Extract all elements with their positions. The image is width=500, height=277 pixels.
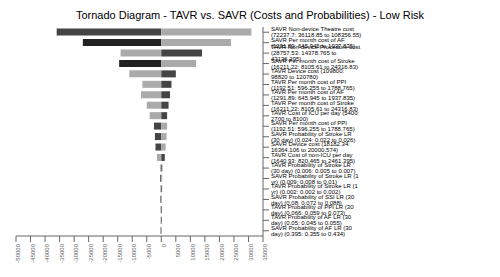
html-text:2700 to 8100): 2700 to 8100) bbox=[271, 116, 308, 122]
html-text:SAVR Per month cost of AF: SAVR Per month cost of AF bbox=[271, 36, 345, 43]
svg-text:15000: 15000 bbox=[204, 243, 210, 260]
html-text:Tornado Diagram - TAVR vs. SAV: Tornado Diagram - TAVR vs. SAVR (Costs a… bbox=[75, 9, 425, 21]
html-text:TAVR Per month cost of Stroke: TAVR Per month cost of Stroke bbox=[271, 99, 354, 106]
svg-text:-45000: -45000 bbox=[30, 243, 36, 262]
html-text:TAVR Non-device Procedure cost: TAVR Non-device Procedure cost bbox=[271, 44, 361, 51]
html-text:TAVR Probability of PPI LR (30: TAVR Probability of PPI LR (30 bbox=[271, 204, 354, 210]
svg-text:5000: 5000 bbox=[175, 243, 181, 257]
html-text:SAVR Non-device Theatre cost: SAVR Non-device Theatre cost bbox=[271, 26, 354, 33]
html-text:SAVR Per month cost of PPI: SAVR Per month cost of PPI bbox=[271, 120, 347, 127]
html-text:SAVR Probability of Stroke LR: SAVR Probability of Stroke LR (1 bbox=[271, 172, 359, 179]
html-text:SAVR Probability of Stroke LR: SAVR Probability of Stroke LR bbox=[271, 130, 352, 137]
svg-text:20000: 20000 bbox=[219, 243, 225, 260]
html-text:TAVR Per month cost of AF: TAVR Per month cost of AF bbox=[271, 89, 344, 96]
html-text:day) (0.08: 0.072 to 0.088): day) (0.08: 0.072 to 0.088) bbox=[271, 199, 342, 206]
html-text:yr) (0.002: 0.002 to 0.002): yr) (0.002: 0.002 to 0.002) bbox=[271, 189, 341, 196]
html-text:(1192.51: 596.255 to 1788.765): (1192.51: 596.255 to 1788.765) bbox=[271, 126, 355, 133]
html-text:(30 day) (0.024: 0.022 to 0.02: (30 day) (0.024: 0.022 to 0.026) bbox=[271, 136, 356, 143]
svg-text:-30000: -30000 bbox=[73, 243, 79, 262]
svg-text:30000: 30000 bbox=[248, 243, 254, 260]
html-text:SAVR Per month cost of Stroke: SAVR Per month cost of Stroke bbox=[271, 57, 355, 64]
svg-text:35000: 35000 bbox=[262, 243, 268, 260]
html-text:98820 to 120780): 98820 to 120780) bbox=[271, 74, 318, 81]
html-text:(1192.51: 596.255 to 1788.765): (1192.51: 596.255 to 1788.765) bbox=[271, 84, 355, 91]
html-text:(16211.22: 8105.61 to 24316.83: (16211.22: 8105.61 to 24316.83) bbox=[271, 63, 358, 70]
svg-text:-50000: -50000 bbox=[15, 243, 21, 262]
html-text:TAVR Probability of AF LR (30: TAVR Probability of AF LR (30 bbox=[271, 214, 352, 221]
html-text:SAVR Probability of SSI LR (30: SAVR Probability of SSI LR (30 bbox=[271, 193, 355, 200]
html-text:16364.106 to 20000.574): 16364.106 to 20000.574) bbox=[271, 147, 339, 154]
svg-text:0: 0 bbox=[161, 243, 167, 247]
html-text:TAVR Probability of Stroke LR: TAVR Probability of Stroke LR bbox=[271, 162, 351, 169]
html-text:(1291.89: 645.945 to 1937.835): (1291.89: 645.945 to 1937.835) bbox=[271, 95, 356, 102]
html-text:(28757.53: 14378.765 to: (28757.53: 14378.765 to bbox=[271, 50, 337, 57]
html-text:(16211.22: 8105.61 to 24316.83: (16211.22: 8105.61 to 24316.83) bbox=[271, 105, 358, 112]
html-text:TAVR Device cost (109800:: TAVR Device cost (109800: bbox=[271, 68, 345, 75]
html-text:yr) (0.009: 0.008 to 0.01): yr) (0.009: 0.008 to 0.01) bbox=[271, 178, 337, 185]
svg-text:SAVR Probability of AF LR (30d: SAVR Probability of AF LR (30day) (0.395… bbox=[271, 225, 353, 237]
html-text:(1640.93: 820.465 to 2461.395): (1640.93: 820.465 to 2461.395) bbox=[271, 157, 356, 164]
html-text:TAVR Cost of non-ICU per day: TAVR Cost of non-ICU per day bbox=[271, 151, 353, 158]
html-text:day) (0.066: 0.059 to 0.073): day) (0.066: 0.059 to 0.073) bbox=[271, 210, 346, 216]
html-text:(72237.7: 36118.85 to 108356.5: (72237.7: 36118.85 to 108356.55) bbox=[271, 32, 362, 39]
svg-text:-35000: -35000 bbox=[59, 243, 65, 262]
svg-text:-10000: -10000 bbox=[131, 243, 137, 262]
svg-text:-20000: -20000 bbox=[102, 243, 108, 262]
html-text:TAVR Cost of ICU per day (5400: TAVR Cost of ICU per day (5400: bbox=[271, 110, 360, 116]
html-text:(30 day) (0.006: 0.005 to 0.00: (30 day) (0.006: 0.005 to 0.007) bbox=[271, 168, 356, 175]
html-text:TAVR Per month cost of PPI: TAVR Per month cost of PPI bbox=[271, 78, 347, 85]
svg-text:25000: 25000 bbox=[233, 243, 239, 260]
html-text:43136.295): 43136.295) bbox=[271, 56, 302, 63]
svg-text:10000: 10000 bbox=[190, 243, 196, 260]
html-text:SAVR Device cost (18182.34:: SAVR Device cost (18182.34: bbox=[271, 141, 350, 148]
svg-text:-5000: -5000 bbox=[146, 243, 152, 259]
svg-text:-40000: -40000 bbox=[44, 243, 50, 262]
svg-text:-25000: -25000 bbox=[88, 243, 94, 262]
html-text:day) (0.05: 0.045 to 0.055): day) (0.05: 0.045 to 0.055) bbox=[271, 220, 342, 227]
svg-text:-15000: -15000 bbox=[117, 243, 123, 262]
html-text:TAVR Probability of Stroke LR: TAVR Probability of Stroke LR (1 bbox=[271, 183, 358, 190]
html-text:(1291.89: 645.945 to 1937.835): (1291.89: 645.945 to 1937.835) bbox=[271, 42, 356, 49]
